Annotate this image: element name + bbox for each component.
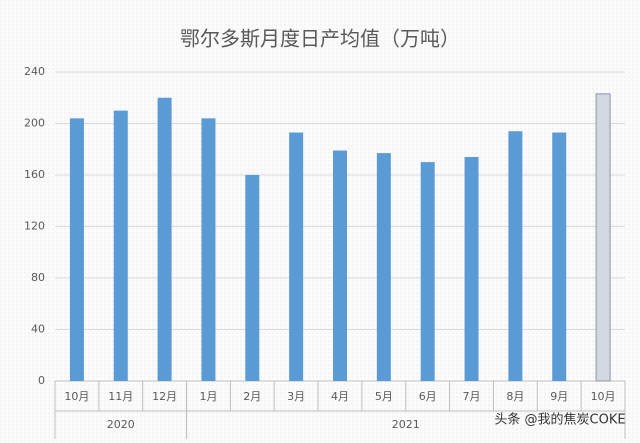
y-tick-label: 40 xyxy=(31,323,45,336)
group-label: 2021 xyxy=(392,418,420,431)
x-tick-label: 4月 xyxy=(331,390,349,403)
y-tick-label: 0 xyxy=(38,374,45,387)
x-tick-label: 10月 xyxy=(64,390,89,403)
x-tick-label: 10月 xyxy=(591,390,616,403)
x-tick-label: 7月 xyxy=(463,390,481,403)
x-tick-label: 1月 xyxy=(199,390,217,403)
bar xyxy=(552,132,567,381)
chart-title: 鄂尔多斯月度日产均值（万吨） xyxy=(180,27,460,51)
bar xyxy=(508,131,523,381)
x-tick-label: 2月 xyxy=(243,390,261,403)
y-tick-label: 80 xyxy=(31,271,45,284)
bar xyxy=(420,162,435,381)
y-tick-label: 200 xyxy=(24,117,45,130)
x-tick-label: 12月 xyxy=(152,390,177,403)
bar xyxy=(333,150,347,381)
x-tick-label: 3月 xyxy=(287,390,305,403)
bar xyxy=(245,175,260,381)
group-label: 2020 xyxy=(107,418,135,431)
bar xyxy=(289,132,304,381)
x-tick-label: 8月 xyxy=(506,390,524,403)
bar xyxy=(69,118,84,381)
y-tick-label: 240 xyxy=(24,65,45,78)
y-tick-label: 120 xyxy=(24,220,45,233)
bar xyxy=(376,153,391,381)
x-tick-label: 11月 xyxy=(108,390,133,403)
bar xyxy=(464,156,479,381)
bar xyxy=(595,93,611,382)
y-tick-label: 160 xyxy=(24,168,45,181)
x-tick-label: 9月 xyxy=(550,390,568,403)
watermark: 头条 @我的焦炭COKE xyxy=(494,412,625,428)
x-tick-label: 6月 xyxy=(419,390,437,403)
bar xyxy=(157,97,172,381)
x-tick-label: 5月 xyxy=(375,390,393,403)
bar xyxy=(201,118,216,381)
bar xyxy=(113,110,128,381)
